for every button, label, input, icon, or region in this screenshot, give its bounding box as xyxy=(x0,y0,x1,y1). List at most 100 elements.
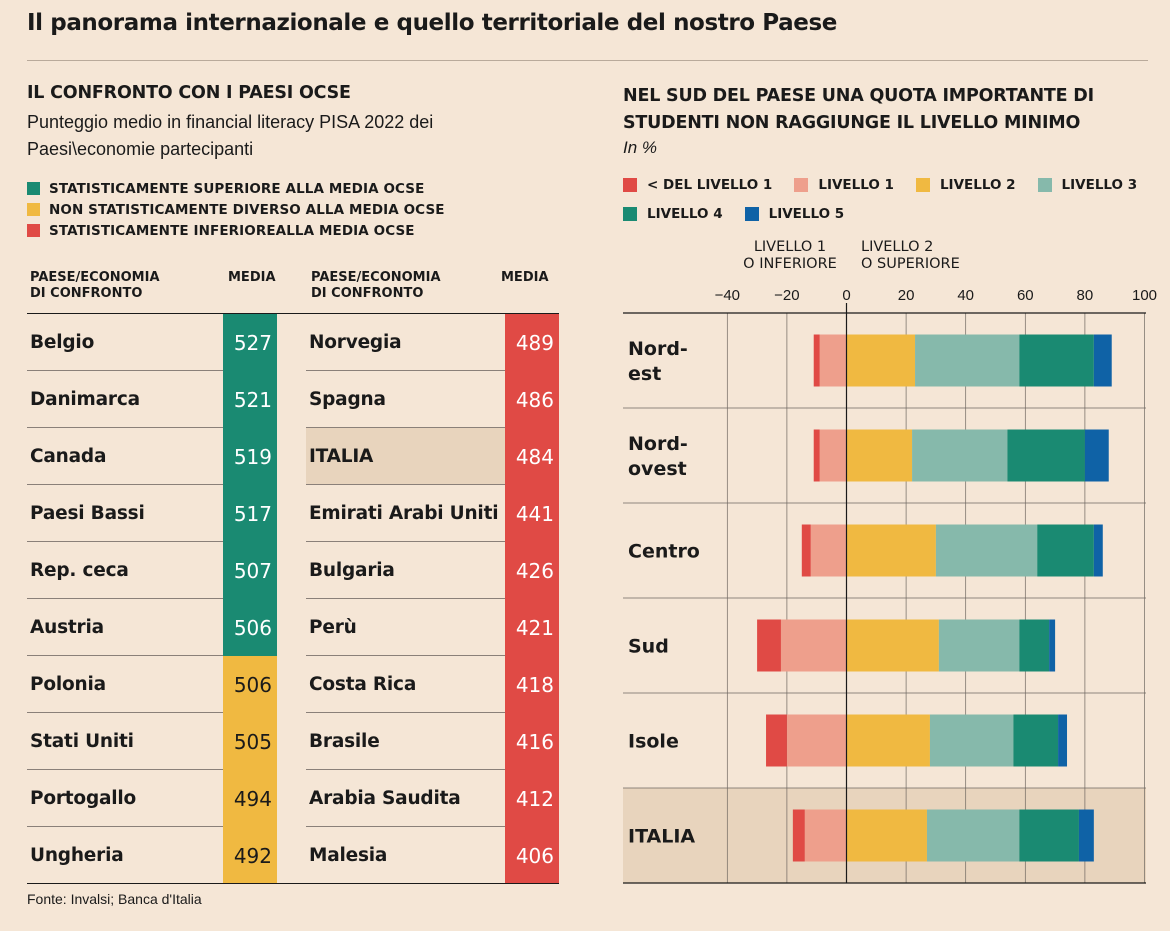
category-label: ITALIA xyxy=(628,826,695,848)
country-name: ITALIA xyxy=(309,445,374,467)
score-value: 418 xyxy=(505,656,559,713)
legend-label: NON STATISTICAMENTE DIVERSO ALLA MEDIA O… xyxy=(49,201,445,218)
table-row: Stati Uniti 505 xyxy=(27,713,277,770)
country-name: Portogallo xyxy=(30,787,137,809)
category-label: Isole xyxy=(628,731,679,753)
legend-label: LIVELLO 4 xyxy=(647,205,723,222)
score-value: 519 xyxy=(223,428,277,485)
legend-label: LIVELLO 1 xyxy=(818,176,894,193)
legend-label: LIVELLO 3 xyxy=(1061,176,1138,193)
score-value: 506 xyxy=(223,656,277,713)
bar-segment xyxy=(804,809,847,862)
bar-segment xyxy=(1049,619,1056,672)
bar-segment xyxy=(938,619,1020,672)
score-value: 441 xyxy=(505,485,559,542)
bar-segment xyxy=(813,429,820,482)
bar-segment xyxy=(813,334,820,387)
legend-item: LIVELLO 4 xyxy=(623,199,723,228)
score-value: 505 xyxy=(223,713,277,770)
country-name: Norvegia xyxy=(309,331,402,353)
bar-segment xyxy=(929,714,1014,767)
country-name: Bulgaria xyxy=(309,559,395,581)
bar-segment xyxy=(1093,524,1103,577)
table-row: Norvegia 489 xyxy=(306,314,559,371)
bar-segment xyxy=(915,334,1020,387)
country-name: Ungheria xyxy=(30,845,124,866)
bar-segment xyxy=(786,714,847,767)
bar-segment xyxy=(846,429,913,482)
score-value: 506 xyxy=(223,599,277,656)
bar-segment xyxy=(819,429,847,482)
bar-segment xyxy=(1013,714,1059,767)
table-row: Rep. ceca 507 xyxy=(27,542,277,599)
legend-swatch xyxy=(623,206,637,221)
bar-segment xyxy=(1084,429,1109,482)
bar-segment xyxy=(846,809,927,862)
legend-item: < DEL LIVELLO 1 xyxy=(623,170,772,199)
table-column-left: Belgio 527 Danimarca 521 Canada 519 Paesi Bass… xyxy=(27,314,277,884)
bar-segment xyxy=(1078,809,1094,862)
bar-segment xyxy=(846,524,936,577)
score-value: 426 xyxy=(505,542,559,599)
table-row: Arabia Saudita 412 xyxy=(306,770,559,827)
right-panel-title: NEL SUD DEL PAESE UNA QUOTA IMPORTANTE D… xyxy=(623,86,1094,133)
bar-segment xyxy=(780,619,847,672)
x-tick-label: 100 xyxy=(1132,287,1157,304)
x-tick-label: 0 xyxy=(842,287,850,304)
country-name: Danimarca xyxy=(30,388,140,410)
country-name: Malesia xyxy=(309,845,388,866)
table-bottom-rule xyxy=(27,883,559,884)
left-legend: STATISTICAMENTE SUPERIORE ALLA MEDIA OCS… xyxy=(27,178,445,241)
table-header-value-1: MEDIA xyxy=(228,270,276,285)
score-value: 521 xyxy=(223,371,277,428)
legend-swatch xyxy=(744,206,759,221)
country-name: Emirati Arabi Uniti xyxy=(309,502,499,524)
table-header-value-2: MEDIA xyxy=(501,270,549,285)
score-value: 492 xyxy=(223,827,277,884)
country-name: Paesi Bassi xyxy=(30,502,145,524)
legend-swatch xyxy=(915,177,930,192)
legend-label: LIVELLO 5 xyxy=(768,205,845,222)
country-name: Spagna xyxy=(309,388,386,410)
table-column-right: Norvegia 489 Spagna 486 ITALIA 484 Emirati Ara… xyxy=(306,314,559,884)
bar-segment xyxy=(801,524,811,577)
bar-segment xyxy=(846,714,930,767)
right-legend: < DEL LIVELLO 1 LIVELLO 1 LIVELLO 2 LIVELLO… xyxy=(623,170,1163,228)
left-panel-title: IL CONFRONTO CON I PAESI OCSE xyxy=(27,83,351,103)
page-title: Il panorama internazionale e quello terr… xyxy=(27,10,837,36)
bar-segment xyxy=(792,809,805,862)
header-country-label: PAESE/ECONOMIA DI CONFRONTO xyxy=(30,270,160,301)
x-tick-label: −40 xyxy=(715,287,740,304)
legend-label: LIVELLO 2 xyxy=(939,176,1016,193)
bar-segment xyxy=(935,524,1038,577)
bar-segment xyxy=(912,429,1008,482)
country-name: Polonia xyxy=(30,673,106,695)
country-name: Perù xyxy=(309,616,357,638)
legend-swatch xyxy=(623,177,637,192)
table-row: Bulgaria 426 xyxy=(306,542,559,599)
bar-segment xyxy=(846,334,916,387)
bar-segment xyxy=(810,524,847,577)
bar-segment xyxy=(1058,714,1068,767)
legend-item: STATISTICAMENTE SUPERIORE ALLA MEDIA OCS… xyxy=(27,178,445,199)
country-name: Arabia Saudita xyxy=(309,787,461,809)
left-panel-subtitle: Punteggio medio in financial literacy PI… xyxy=(27,112,434,159)
table-row: Portogallo 494 xyxy=(27,770,277,827)
title-divider xyxy=(27,60,1148,61)
score-value: 406 xyxy=(505,827,559,884)
score-value: 416 xyxy=(505,713,559,770)
right-panel-unit: In % xyxy=(623,138,658,157)
score-value: 484 xyxy=(505,428,559,485)
category-label: Sud xyxy=(628,636,669,658)
legend-item: LIVELLO 2 xyxy=(915,170,1016,199)
category-label: Centro xyxy=(628,541,700,563)
score-value: 507 xyxy=(223,542,277,599)
country-name: Costa Rica xyxy=(309,673,417,695)
score-value: 486 xyxy=(505,371,559,428)
country-name: Brasile xyxy=(309,730,380,752)
table-row: Paesi Bassi 517 xyxy=(27,485,277,542)
legend-label: < DEL LIVELLO 1 xyxy=(647,176,773,193)
table-row: Danimarca 521 xyxy=(27,371,277,428)
